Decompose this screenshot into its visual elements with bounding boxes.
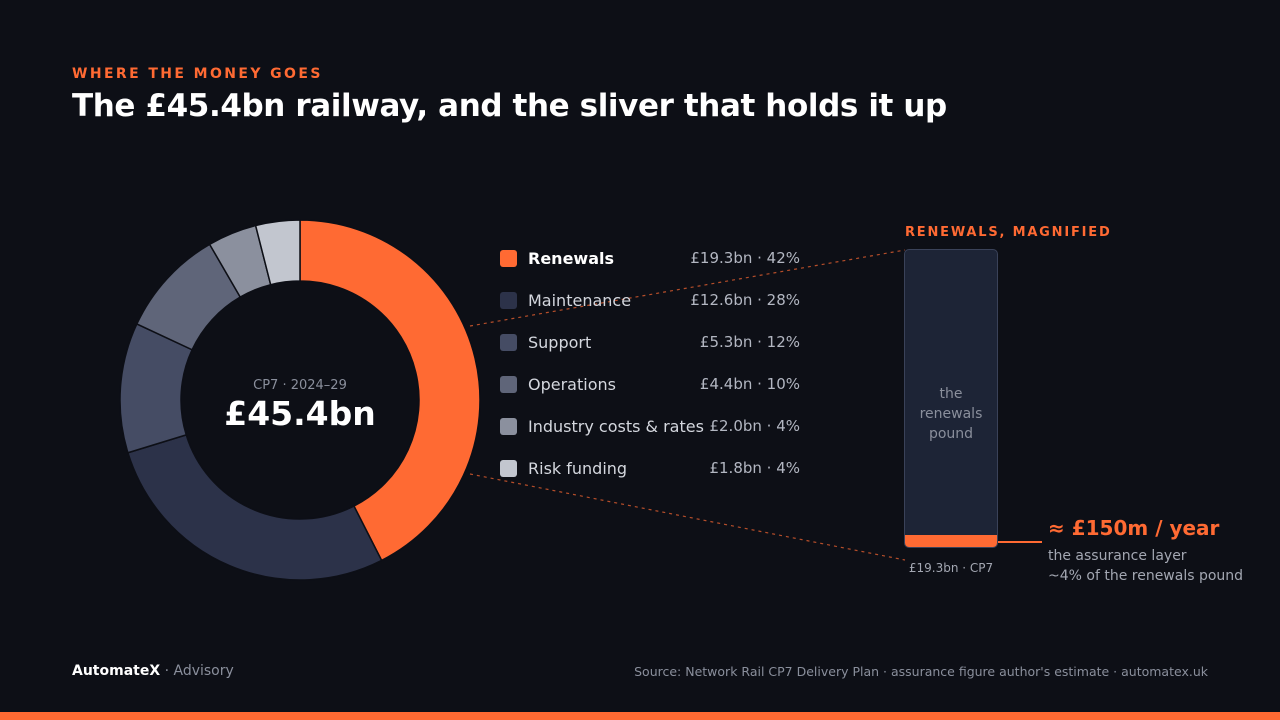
donut-center-subtitle: CP7 · 2024–29: [253, 378, 347, 393]
magnified-label-line: pound: [928, 426, 974, 442]
magnified-label-line: the: [939, 386, 963, 402]
callout-description-secondary: ~4% of the renewals pound: [1048, 568, 1244, 584]
legend-label: Operations: [528, 374, 616, 394]
legend-value: £1.8bn · 4%: [709, 459, 800, 477]
source-note: Source: Network Rail CP7 Delivery Plan ·…: [634, 664, 1208, 679]
accent-bottom-bar: [0, 712, 1280, 720]
legend-item: Maintenance £12.6bn · 28%: [500, 279, 800, 321]
legend-value: £12.6bn · 28%: [690, 291, 800, 309]
legend-label: Renewals: [528, 248, 614, 268]
legend-swatch: [500, 291, 517, 309]
legend-label: Risk funding: [528, 458, 628, 478]
brand-name: AutomateX: [72, 663, 161, 679]
legend-label: Support: [528, 332, 592, 352]
chart-legend: Renewals £19.3bn · 42% Maintenance £12.6bn …: [500, 237, 800, 489]
brand: AutomateX · Advisory: [72, 663, 234, 679]
donut-center-total: £45.4bn: [224, 394, 376, 433]
magnified-title: RENEWALS, MAGNIFIED: [905, 225, 1112, 240]
callout-line: [998, 541, 1042, 543]
brand-suffix: · Advisory: [160, 663, 234, 679]
page-title: The £45.4bn railway, and the sliver that…: [72, 88, 947, 124]
legend-value: £4.4bn · 10%: [699, 375, 800, 393]
legend-value: £5.3bn · 12%: [699, 333, 800, 351]
legend-swatch: [500, 459, 517, 477]
legend-swatch: [500, 249, 517, 267]
callout-value: ≈ £150m / year: [1048, 516, 1220, 540]
legend-value: £2.0bn · 4%: [709, 417, 800, 435]
donut-chart: [119, 219, 481, 581]
legend-item: Renewals £19.3bn · 42%: [500, 237, 800, 279]
magnified-bar: [904, 249, 998, 548]
legend-item: Risk funding £1.8bn · 4%: [500, 447, 800, 489]
legend-value: £19.3bn · 42%: [690, 249, 800, 267]
magnified-bar-label: the renewals pound: [904, 384, 998, 444]
donut-slice-maintenance: [126, 433, 383, 581]
donut-slice-risk-funding: [254, 219, 301, 286]
eyebrow-label: WHERE THE MONEY GOES: [72, 66, 323, 82]
legend-item: Support £5.3bn · 12%: [500, 321, 800, 363]
legend-swatch: [500, 333, 517, 351]
legend-item: Operations £4.4bn · 10%: [500, 363, 800, 405]
magnified-caption: £19.3bn · CP7: [908, 561, 994, 575]
legend-swatch: [500, 417, 517, 435]
legend-label: Industry costs & rates: [528, 416, 704, 436]
legend-label: Maintenance: [528, 290, 632, 310]
callout-description: the assurance layer: [1048, 548, 1187, 564]
assurance-layer-fill: [905, 535, 997, 547]
donut-slice-renewals: [299, 219, 481, 562]
legend-swatch: [500, 375, 517, 393]
magnified-label-line: renewals: [919, 406, 983, 422]
legend-item: Industry costs & rates £2.0bn · 4%: [500, 405, 800, 447]
